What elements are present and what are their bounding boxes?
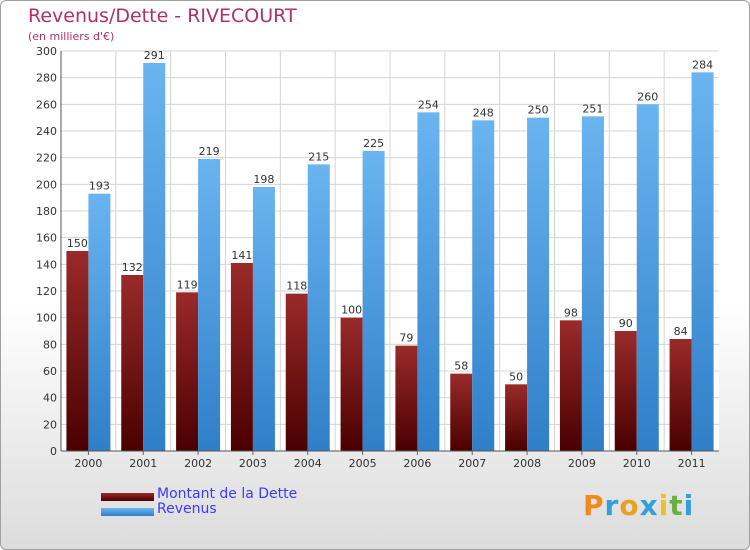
debt-bar <box>176 292 199 451</box>
x-tick-label: 2004 <box>294 457 322 470</box>
legend-swatch-dette <box>101 493 154 501</box>
revenue-bar <box>636 104 659 451</box>
debt-bar <box>614 331 637 451</box>
data-label: 100 <box>341 304 362 317</box>
revenue-bar <box>691 72 714 451</box>
data-label: 248 <box>473 106 494 119</box>
debt-bar <box>450 373 473 451</box>
x-tick-label: 2003 <box>239 457 267 470</box>
data-label: 219 <box>199 145 220 158</box>
data-label: 58 <box>454 360 468 373</box>
y-tick-label: 0 <box>50 445 57 458</box>
debt-bar <box>559 320 582 451</box>
x-tick-label: 2010 <box>623 457 651 470</box>
x-tick-label: 2007 <box>458 457 486 470</box>
y-tick-label: 260 <box>36 98 57 111</box>
data-label: 251 <box>582 102 603 115</box>
y-tick-label: 220 <box>36 152 57 165</box>
x-tick-label: 2006 <box>403 457 431 470</box>
data-label: 150 <box>67 237 88 250</box>
y-tick-label: 300 <box>36 45 57 58</box>
revenue-bar <box>198 159 221 451</box>
data-label: 90 <box>619 317 633 330</box>
revenue-bar <box>472 120 495 451</box>
y-tick-label: 140 <box>36 258 57 271</box>
data-label: 225 <box>363 137 384 150</box>
debt-bar <box>121 275 144 451</box>
x-tick-label: 2008 <box>513 457 541 470</box>
debt-bar <box>505 384 528 451</box>
revenue-bar <box>88 193 111 451</box>
revenue-bar <box>252 187 275 451</box>
y-tick-label: 160 <box>36 232 57 245</box>
data-label: 50 <box>509 370 523 383</box>
revenue-bar <box>362 151 385 451</box>
y-tick-label: 100 <box>36 312 57 325</box>
data-label: 119 <box>177 278 198 291</box>
data-label: 260 <box>637 90 658 103</box>
y-tick-label: 120 <box>36 285 57 298</box>
legend-swatch-revenus <box>101 508 154 516</box>
proxiti-logo: Proxiti <box>583 489 695 522</box>
debt-bar <box>395 345 418 451</box>
revenue-bar <box>307 164 330 452</box>
legend-label-dette: Montant de la Dette <box>157 486 298 502</box>
y-tick-label: 80 <box>43 338 57 351</box>
y-tick-label: 180 <box>36 205 57 218</box>
data-label: 198 <box>253 173 274 186</box>
debt-bar <box>285 293 308 451</box>
x-tick-label: 2000 <box>74 457 102 470</box>
x-tick-label: 2001 <box>129 457 157 470</box>
debt-bar <box>669 339 692 451</box>
legend-label-revenus: Revenus <box>157 501 217 517</box>
y-tick-label: 60 <box>43 365 57 378</box>
data-label: 141 <box>231 249 252 262</box>
data-label: 215 <box>308 150 329 163</box>
revenue-bar <box>527 117 550 452</box>
data-label: 84 <box>674 325 688 338</box>
x-tick-label: 2009 <box>568 457 596 470</box>
y-tick-label: 20 <box>43 418 57 431</box>
y-tick-label: 200 <box>36 178 57 191</box>
y-tick-label: 40 <box>43 392 57 405</box>
data-label: 254 <box>418 98 439 111</box>
y-tick-label: 240 <box>36 125 57 138</box>
x-tick-label: 2002 <box>184 457 212 470</box>
debt-bar <box>230 263 253 451</box>
debt-bar <box>340 317 363 451</box>
x-tick-label: 2005 <box>349 457 377 470</box>
data-label: 118 <box>286 280 307 293</box>
revenue-bar <box>143 63 166 451</box>
data-label: 284 <box>692 58 713 71</box>
data-label: 193 <box>89 180 110 193</box>
chart-subtitle: (en milliers d'€) <box>28 30 115 43</box>
chart-title: Revenus/Dette - RIVECOURT <box>28 5 297 27</box>
data-label: 291 <box>144 49 165 62</box>
data-label: 132 <box>122 261 143 274</box>
x-tick-label: 2011 <box>678 457 706 470</box>
revenue-bar <box>417 112 440 451</box>
data-label: 98 <box>564 306 578 319</box>
revenue-bar <box>581 116 604 451</box>
data-label: 250 <box>528 104 549 117</box>
y-tick-label: 280 <box>36 72 57 85</box>
debt-bar <box>66 251 89 451</box>
data-label: 79 <box>399 332 413 345</box>
